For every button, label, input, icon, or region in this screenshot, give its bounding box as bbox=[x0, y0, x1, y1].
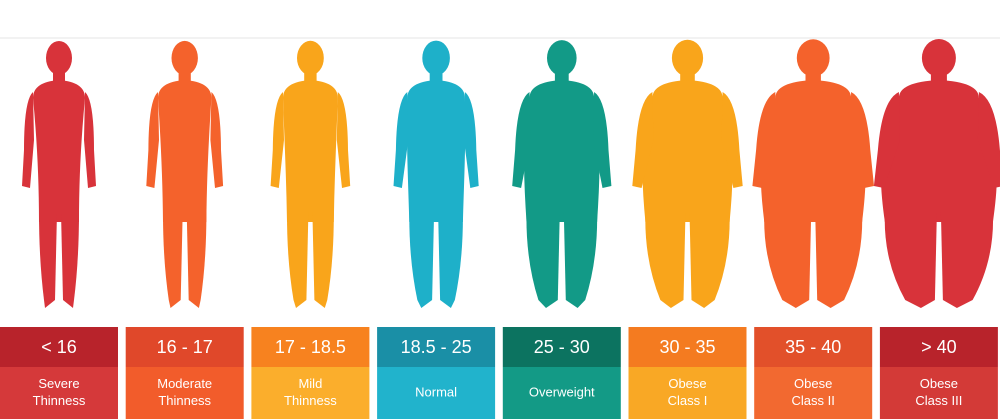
figure-part bbox=[158, 80, 212, 222]
figure-part bbox=[393, 92, 409, 188]
range-box bbox=[628, 327, 747, 367]
body-figure bbox=[22, 41, 96, 308]
figure-part bbox=[921, 39, 956, 77]
figure-part bbox=[422, 40, 450, 76]
range-box bbox=[754, 327, 873, 367]
label-text: Class III bbox=[915, 393, 962, 408]
label-text: Class I bbox=[668, 393, 708, 408]
figure-part bbox=[850, 92, 874, 188]
range-text: 35 - 40 bbox=[785, 337, 841, 357]
label-text: Obese bbox=[920, 376, 958, 391]
figure-part bbox=[39, 212, 57, 308]
figure-part bbox=[512, 92, 531, 188]
label-box bbox=[754, 367, 873, 419]
label-text: Overweight bbox=[529, 384, 595, 399]
label-text: Obese bbox=[668, 376, 706, 391]
figure-part bbox=[632, 92, 654, 188]
figure-part bbox=[312, 212, 334, 308]
figure-part bbox=[760, 80, 866, 222]
figure-part bbox=[336, 92, 351, 188]
range-box bbox=[125, 327, 244, 367]
range-text: 17 - 18.5 bbox=[275, 337, 346, 357]
body-figure bbox=[146, 40, 224, 308]
figure-part bbox=[84, 92, 96, 188]
figure-part bbox=[547, 40, 577, 76]
range-text: 18.5 - 25 bbox=[401, 337, 472, 357]
figure-part bbox=[162, 212, 183, 308]
figure-part bbox=[270, 92, 284, 188]
label-box bbox=[628, 367, 747, 419]
figure-part bbox=[689, 212, 730, 308]
figure-part bbox=[873, 92, 900, 188]
body-figure bbox=[512, 40, 612, 308]
figure-part bbox=[796, 39, 830, 77]
label-text: Thinness bbox=[33, 393, 86, 408]
figure-part bbox=[977, 92, 1000, 188]
label-box bbox=[879, 367, 998, 419]
figure-part bbox=[61, 212, 79, 308]
label-text: Mild bbox=[298, 376, 322, 391]
range-text: 25 - 30 bbox=[534, 337, 590, 357]
figure-part bbox=[210, 92, 224, 188]
label-text: Thinness bbox=[158, 393, 211, 408]
label-text: Thinness bbox=[284, 393, 337, 408]
figure-part bbox=[645, 212, 686, 308]
figure-part bbox=[22, 92, 34, 188]
figure-part bbox=[593, 92, 612, 188]
figure-part bbox=[884, 212, 937, 308]
label-box bbox=[502, 367, 621, 419]
figure-part bbox=[146, 92, 159, 188]
figure-part bbox=[406, 80, 466, 222]
label-text: Moderate bbox=[157, 376, 212, 391]
range-text: 30 - 35 bbox=[659, 337, 715, 357]
figure-part bbox=[563, 212, 598, 308]
figure-part bbox=[297, 40, 324, 76]
figure-part bbox=[721, 92, 743, 188]
figure-part bbox=[752, 92, 777, 188]
figure-part bbox=[171, 40, 198, 76]
range-box bbox=[502, 327, 621, 367]
figure-part bbox=[671, 39, 704, 77]
figure-part bbox=[940, 212, 994, 308]
figure-part bbox=[283, 80, 338, 222]
label-box bbox=[0, 367, 118, 419]
figure-part bbox=[526, 212, 560, 308]
figure-part bbox=[33, 80, 85, 222]
figure-part bbox=[764, 212, 812, 308]
figure-part bbox=[524, 80, 600, 222]
label-box bbox=[125, 367, 244, 419]
body-figure bbox=[873, 39, 1000, 308]
figure-part bbox=[642, 80, 733, 222]
figure-part bbox=[880, 80, 997, 222]
figure-part bbox=[46, 41, 72, 75]
figure-part bbox=[438, 212, 463, 308]
figure-part bbox=[815, 212, 863, 308]
figure-part bbox=[409, 212, 435, 308]
range-box bbox=[879, 327, 998, 367]
range-text: > 40 bbox=[921, 337, 957, 357]
range-text: < 16 bbox=[41, 337, 77, 357]
range-box bbox=[0, 327, 118, 367]
range-text: 16 - 17 bbox=[157, 337, 213, 357]
range-box bbox=[251, 327, 370, 367]
body-figure bbox=[393, 40, 479, 308]
figure-part bbox=[463, 92, 479, 188]
body-figure bbox=[752, 39, 874, 308]
label-text: Severe bbox=[38, 376, 79, 391]
body-figure bbox=[270, 40, 351, 308]
label-box bbox=[377, 367, 496, 419]
body-figure bbox=[632, 39, 743, 308]
range-box bbox=[377, 327, 496, 367]
figure-part bbox=[286, 212, 309, 308]
label-text: Obese bbox=[794, 376, 832, 391]
label-box bbox=[251, 367, 370, 419]
label-text: Class II bbox=[792, 393, 835, 408]
label-text: Normal bbox=[415, 384, 457, 399]
figure-part bbox=[186, 212, 207, 308]
